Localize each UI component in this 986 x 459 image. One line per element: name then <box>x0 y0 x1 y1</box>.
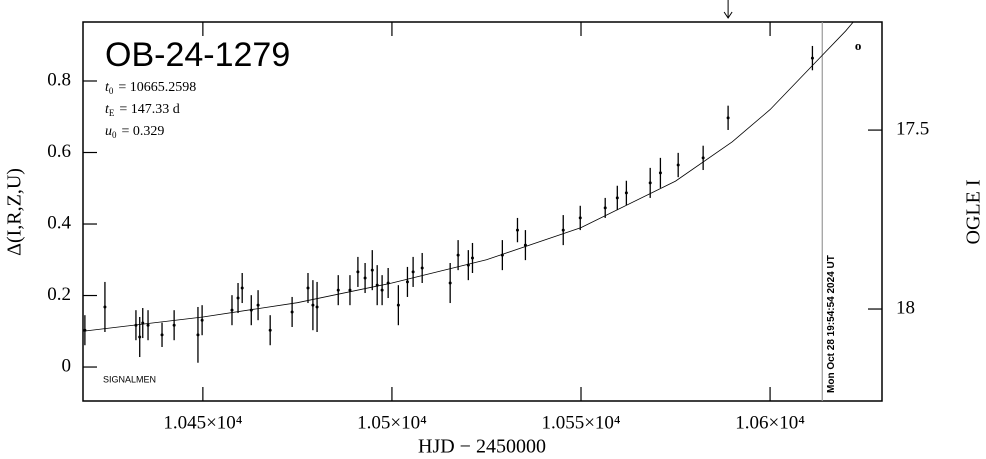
data-point <box>290 310 294 314</box>
data-point <box>200 318 204 322</box>
data-point <box>370 268 374 272</box>
y-tick-label: 0.4 <box>47 212 71 233</box>
data-point <box>615 196 619 200</box>
data-point <box>810 56 814 60</box>
y-tick-label: 0.6 <box>47 141 71 162</box>
data-point <box>103 305 107 309</box>
param-subscript: E <box>109 108 115 118</box>
data-point <box>375 283 379 287</box>
y2-tick-label: 18 <box>896 297 915 318</box>
time-marker-label: Mon Oct 28 19:54:54 2024 UT <box>826 255 837 393</box>
data-point <box>83 328 87 332</box>
data-point <box>236 296 240 300</box>
param-symbol: t <box>105 102 110 117</box>
data-point <box>578 216 582 220</box>
data-point <box>470 256 474 260</box>
data-point <box>456 253 460 257</box>
data-point <box>256 303 260 307</box>
x-tick-label: 1.06×10⁴ <box>735 412 805 433</box>
parameter: tE = 147.33 d <box>105 102 180 118</box>
y-tick-label: 0 <box>62 355 72 376</box>
x-tick-label: 1.055×10⁴ <box>541 412 620 433</box>
data-point <box>658 171 662 175</box>
data-point <box>624 191 628 195</box>
data-point <box>134 323 138 327</box>
data-point <box>268 328 272 332</box>
data-point <box>648 181 652 185</box>
x-axis-label: HJD − 2450000 <box>418 436 546 458</box>
annotation: o <box>855 38 862 53</box>
data-point <box>396 303 400 307</box>
data-point <box>420 266 424 270</box>
x-tick-label: 1.05×10⁴ <box>357 412 427 433</box>
data-point <box>411 270 415 274</box>
param-symbol: t <box>105 80 110 95</box>
arrow-head <box>723 11 733 19</box>
param-value: = 10665.2598 <box>118 80 196 95</box>
data-point <box>515 228 519 232</box>
data-point <box>701 156 705 160</box>
data-point <box>336 288 340 292</box>
data-point <box>315 305 319 309</box>
credit: SIGNALMEN <box>103 374 156 384</box>
parameter: u0 = 0.329 <box>105 124 164 140</box>
data-point <box>405 280 409 284</box>
data-point <box>676 163 680 167</box>
data-point <box>603 206 607 210</box>
data-point <box>380 288 384 292</box>
data-point <box>386 281 390 285</box>
model-curve <box>82 21 854 332</box>
data-point <box>466 263 470 267</box>
x-tick-label: 1.045×10⁴ <box>163 412 242 433</box>
data-point <box>230 308 234 312</box>
param-subscript: 0 <box>112 130 117 140</box>
y-tick-label: 0.8 <box>47 69 71 90</box>
param-value: = 147.33 d <box>119 102 179 117</box>
data-point <box>561 228 565 232</box>
param-value: = 0.329 <box>122 124 165 139</box>
data-point <box>500 253 504 257</box>
data-point <box>141 321 145 325</box>
chart-title: OB-24-1279 <box>105 36 290 74</box>
data-point <box>448 281 452 285</box>
data-point <box>363 276 367 280</box>
data-point <box>138 335 142 339</box>
data-point <box>726 116 730 120</box>
data-point <box>240 286 244 290</box>
plot-frame <box>82 21 883 402</box>
y2-axis-label: OGLE I <box>963 180 985 245</box>
data-point <box>196 333 200 337</box>
data-point <box>348 288 352 292</box>
data-point <box>356 270 360 274</box>
y-tick-label: 0.2 <box>47 284 71 305</box>
param-subscript: 0 <box>109 86 114 96</box>
data-point <box>160 333 164 337</box>
data-point <box>306 286 310 290</box>
data-point <box>311 303 315 307</box>
data-point <box>523 243 527 247</box>
data-point <box>172 323 176 327</box>
parameter: t0 = 10665.2598 <box>105 80 196 96</box>
y2-tick-label: 17.5 <box>896 118 929 139</box>
y-axis-label: Δ(I,R,Z,U) <box>4 168 26 256</box>
data-point <box>146 323 150 327</box>
param-symbol: u <box>105 124 112 139</box>
data-point <box>249 308 253 312</box>
